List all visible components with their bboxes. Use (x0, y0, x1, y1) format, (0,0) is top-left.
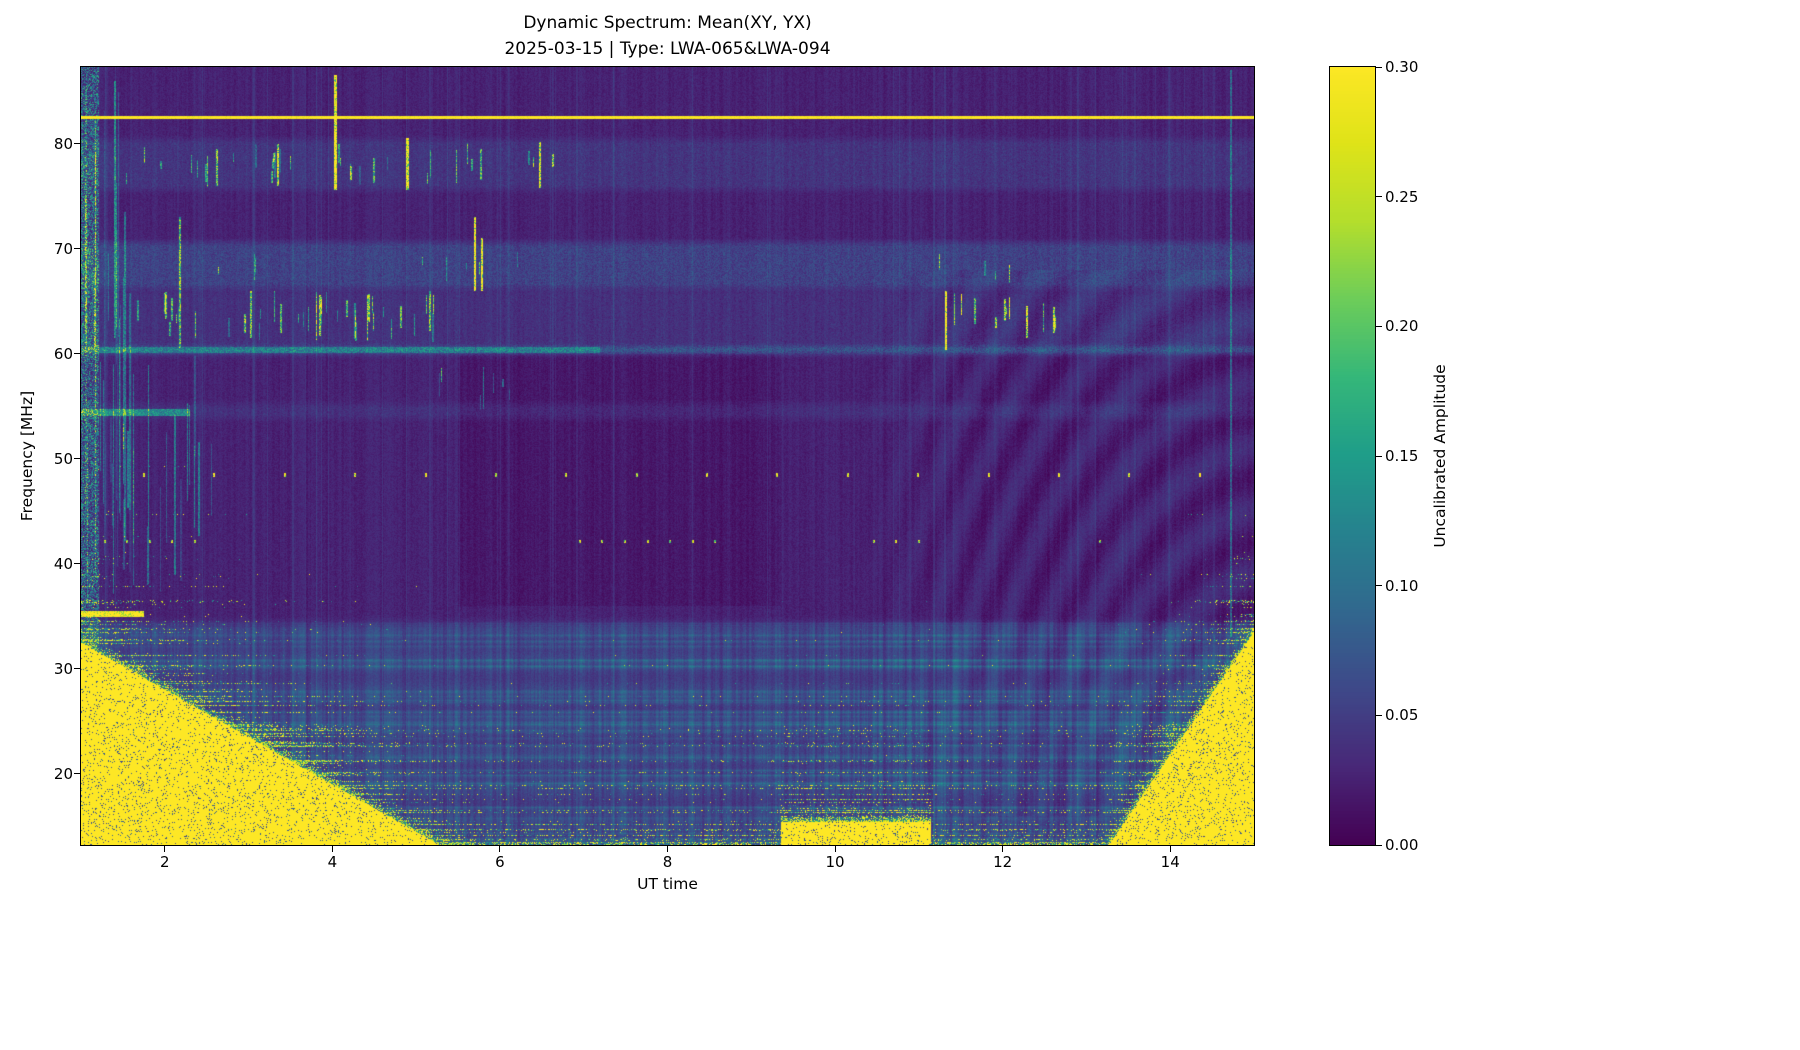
colorbar-tick (1376, 325, 1382, 327)
colorbar-tick-label: 0.00 (1385, 836, 1419, 854)
colorbar-tick (1376, 196, 1382, 198)
x-axis-label: UT time (637, 875, 698, 893)
colorbar-tick-label: 0.05 (1385, 706, 1419, 725)
colorbar-tick (1376, 714, 1382, 716)
x-tick (834, 846, 836, 852)
x-tick (667, 846, 668, 852)
colorbar-label-text: Uncalibrated Amplitude (1431, 364, 1449, 548)
x-tick-label: 10 (825, 853, 845, 871)
y-tick-label: 70 (53, 239, 73, 258)
colorbar-tick-label: 0.20 (1385, 317, 1419, 336)
x-tick-label: 8 (662, 853, 673, 871)
figure-title: Dynamic Spectrum: Mean(XY, YX) (523, 13, 812, 33)
x-tick (164, 846, 166, 852)
colorbar-tick-label: 0.10 (1385, 576, 1419, 595)
x-tick-label: 2 (160, 853, 170, 871)
x-tick-label: 6 (495, 853, 505, 871)
x-tick-label: 12 (993, 853, 1013, 871)
colorbar-tick-label: 0.15 (1385, 447, 1419, 465)
spectrogram-heatmap (81, 67, 1254, 845)
y-tick-label: 80 (53, 134, 73, 153)
y-tick-label: 60 (53, 344, 73, 363)
x-tick (499, 846, 501, 852)
colorbar-gradient (1330, 67, 1375, 845)
y-axis-label-text: Frequency [MHz] (18, 390, 36, 522)
x-tick (1169, 846, 1171, 852)
y-axis-label: Frequency [MHz] (18, 391, 36, 521)
x-tick-label: 4 (327, 853, 338, 871)
colorbar-frame (1329, 66, 1376, 846)
colorbar-tick-label: 0.25 (1385, 187, 1419, 206)
x-tick (331, 846, 333, 852)
x-tick (1002, 846, 1004, 852)
colorbar-tick (1376, 844, 1382, 846)
figure-subtitle: 2025-03-15 | Type: LWA-065&LWA-094 (504, 39, 831, 59)
colorbar-tick (1376, 66, 1382, 68)
colorbar-label: Uncalibrated Amplitude (1431, 364, 1449, 547)
y-tick-label: 40 (53, 554, 73, 573)
plot-area-frame (80, 66, 1255, 846)
x-tick-label: 14 (1160, 853, 1180, 871)
colorbar-tick (1376, 585, 1382, 587)
y-tick-label: 30 (53, 659, 73, 678)
colorbar-tick (1376, 455, 1382, 457)
colorbar-tick-label: 0.30 (1385, 58, 1419, 76)
y-tick-label: 20 (53, 764, 73, 783)
